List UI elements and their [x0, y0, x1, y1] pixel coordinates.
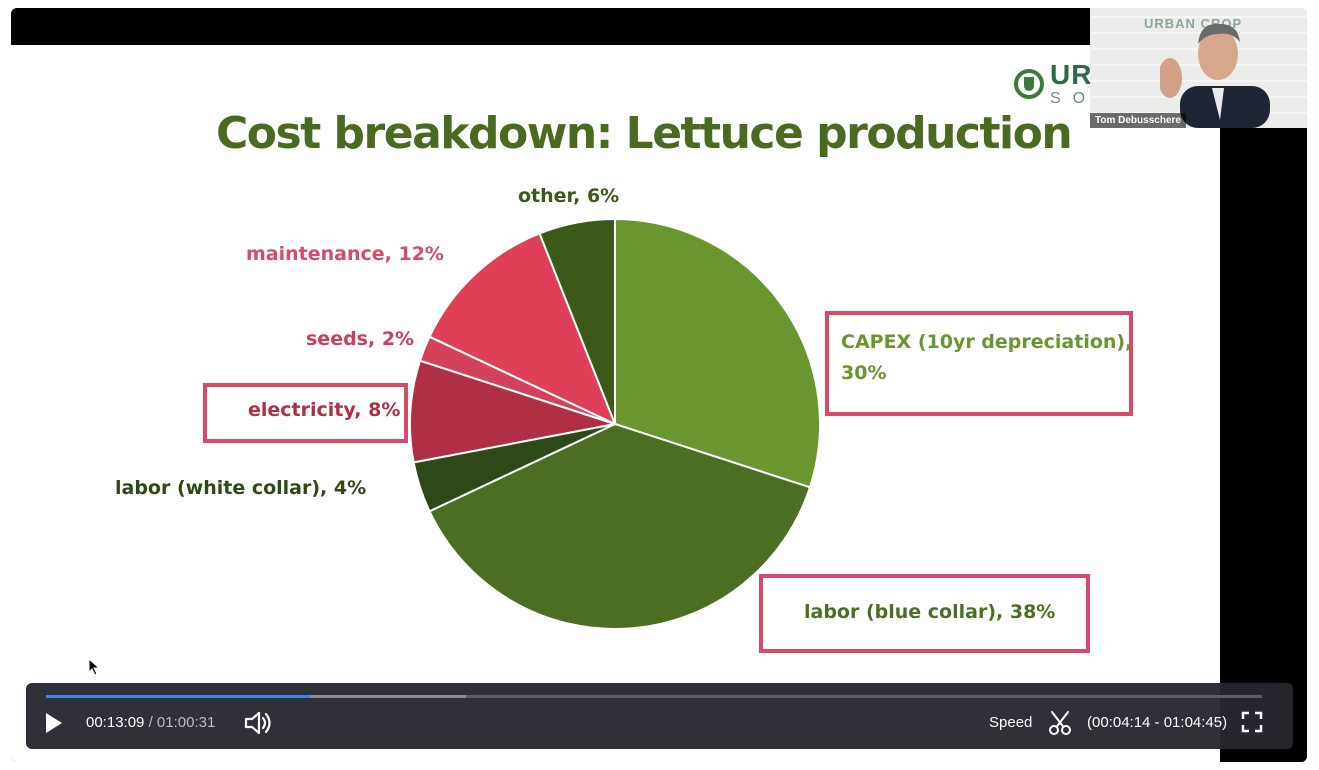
capex-highlight-box	[825, 311, 1133, 416]
pie-slice-capex	[614, 217, 821, 489]
pie-label-seeds: seeds, 2%	[306, 328, 415, 350]
brand-logo: URB SO	[1014, 61, 1114, 107]
play-icon[interactable]	[44, 711, 64, 735]
pie-label-labor-white: labor (white collar), 4%	[115, 477, 367, 499]
progress-bar[interactable]	[46, 695, 1262, 698]
total-time: 01:00:31	[156, 714, 216, 731]
speed-button[interactable]: Speed	[989, 714, 1033, 731]
mouse-cursor-icon	[88, 658, 101, 676]
video-frame: Cost breakdown: Lettuce production URB S…	[11, 8, 1307, 762]
pie-slice-maintenance	[428, 232, 617, 426]
webcam-thumbnail[interactable]: URBAN CROP Tom Debusschere	[1090, 8, 1307, 128]
pie-slice-other	[538, 217, 616, 425]
current-time: 00:13:09	[86, 714, 145, 731]
pie-label-capex-line2: 30%	[841, 362, 887, 384]
time-separator: /	[148, 714, 153, 731]
fullscreen-icon[interactable]	[1241, 711, 1263, 733]
slide-title: Cost breakdown: Lettuce production	[216, 108, 1073, 159]
presentation-slide: Cost breakdown: Lettuce production URB S…	[11, 45, 1220, 762]
progress-played	[46, 695, 310, 698]
pie-label-other: other, 6%	[518, 185, 620, 207]
presenter-avatar	[1160, 23, 1270, 128]
pie-slice-labor-blue	[428, 422, 812, 630]
pie-label-labor-blue: labor (blue collar), 38%	[804, 601, 1056, 623]
pie-label-maintenance: maintenance, 12%	[246, 243, 444, 265]
clip-range-text: (00:04:14 - 01:04:45)	[1087, 714, 1228, 731]
brand-line2: SO	[1050, 90, 1098, 107]
scissors-icon[interactable]	[1048, 710, 1072, 736]
time-display: 00:13:09 / 01:00:31	[86, 714, 215, 731]
presenter-name-tag: Tom Debusschere	[1090, 113, 1186, 128]
slide-side-bar	[1220, 45, 1307, 762]
labor-blue-highlight-box	[759, 574, 1090, 653]
pie-label-electricity: electricity, 8%	[248, 399, 401, 421]
pie-chart	[409, 217, 821, 630]
electricity-highlight-box	[203, 383, 408, 443]
pie-label-capex-line1: CAPEX (10yr depreciation),	[841, 331, 1133, 353]
pie-slice-electricity	[409, 359, 616, 464]
player-control-bar: 00:13:09 / 01:00:31 Speed (00:04:14 - 01…	[26, 683, 1293, 749]
brand-leaf-icon	[1014, 69, 1044, 99]
volume-icon[interactable]	[244, 710, 272, 736]
